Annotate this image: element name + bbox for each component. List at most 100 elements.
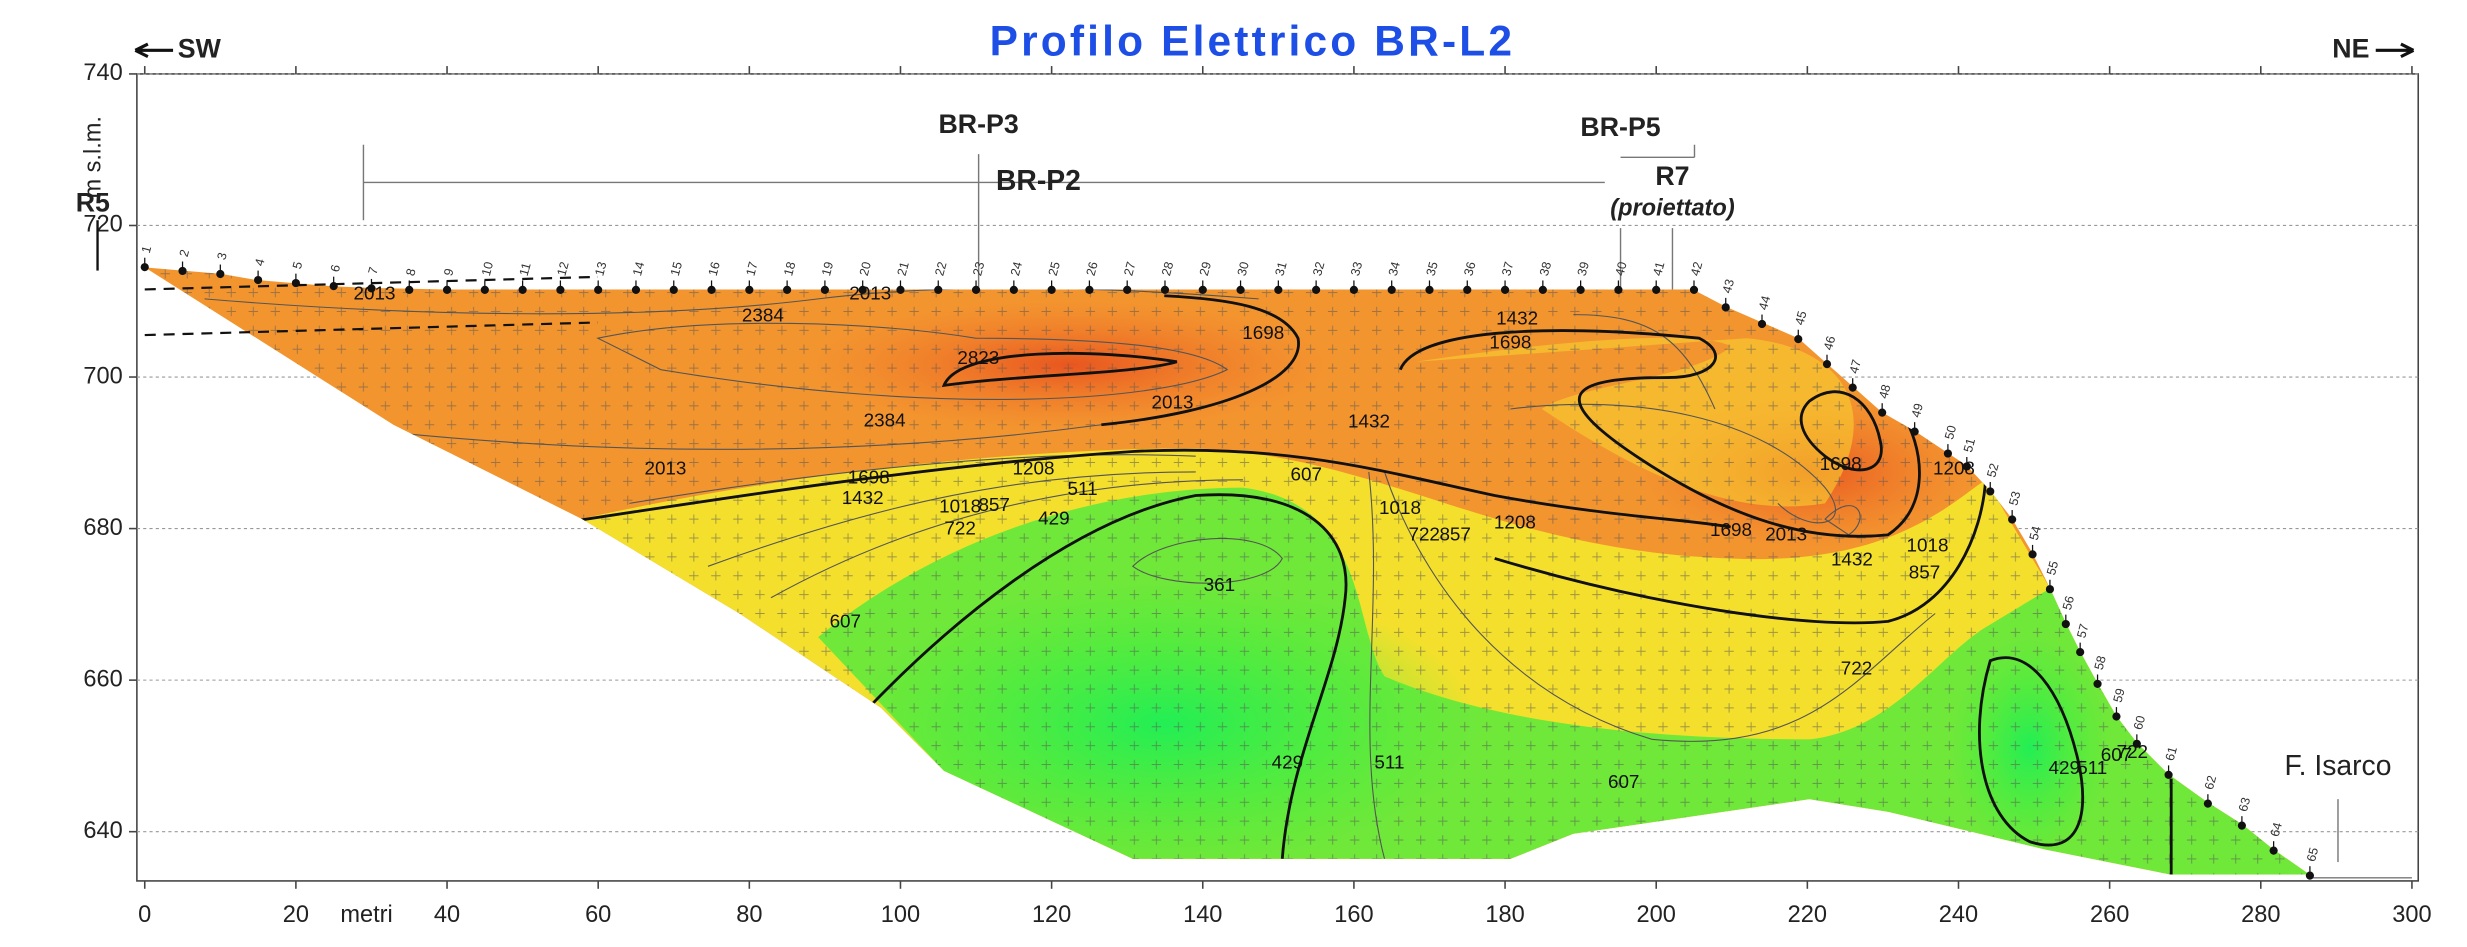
electrode-label: 5 (290, 260, 305, 270)
contour-label: 429 (1272, 751, 1303, 772)
electrode (1943, 449, 1953, 458)
electrode-label: 6 (328, 263, 343, 273)
electrode-label: 40 (1613, 260, 1630, 277)
electrode (254, 275, 263, 285)
electrode (1312, 285, 1321, 294)
contour-label: 1432 (842, 487, 884, 508)
contour-label: 607 (1291, 464, 1322, 485)
electrode-label: 38 (1537, 260, 1554, 277)
electrode (971, 285, 981, 294)
contour-label: 511 (1374, 751, 1404, 772)
electrode (329, 282, 338, 291)
contour-label: 2384 (742, 304, 784, 325)
electrode (518, 285, 527, 294)
x-tick-label: 280 (2241, 901, 2280, 927)
contour-label: 722 (1408, 523, 1439, 544)
borehole-label: BR-P2 (996, 164, 1081, 196)
x-tick-label: 160 (1334, 901, 1373, 927)
electrode (2028, 550, 2037, 559)
electrode (1910, 427, 1919, 436)
contour-label: 1432 (1496, 307, 1538, 328)
electrode-label: 51 (1961, 437, 1978, 454)
river-label: F. Isarco (2285, 749, 2392, 781)
electrode-label: 33 (1348, 260, 1365, 277)
electrode-label: 3 (214, 251, 229, 261)
electrode-label: 17 (743, 260, 760, 277)
electrode (442, 285, 452, 294)
contour-label: 1698 (1710, 519, 1752, 540)
contour-label: 1208 (1012, 457, 1054, 478)
contour-label: 1432 (1831, 548, 1873, 569)
contour-label: 722 (1841, 658, 1872, 679)
electrode (1822, 360, 1832, 369)
electrode-label: 30 (1235, 260, 1252, 277)
electrode-label: 44 (1756, 294, 1773, 311)
electrode (2132, 739, 2141, 748)
electrode-label: 12 (555, 260, 572, 277)
electrode (405, 285, 414, 294)
contour-label: 2013 (644, 457, 686, 478)
electrode (480, 285, 489, 294)
contour-label: 511 (2077, 757, 2107, 778)
x-tick-label: 180 (1485, 901, 1524, 927)
electrode-label: 14 (630, 260, 647, 277)
electrode (1009, 285, 1018, 294)
electrode (1538, 285, 1547, 294)
contour-label: 607 (2101, 744, 2132, 765)
electrode-label: 41 (1650, 260, 1667, 277)
borehole-note: (proiettato) (1610, 194, 1735, 220)
contour-label: 429 (1038, 507, 1069, 528)
electrode (1274, 285, 1283, 294)
electrode (2164, 770, 2173, 779)
electrode-label: 57 (2074, 622, 2091, 639)
electrode (291, 278, 300, 288)
electrode (707, 285, 716, 294)
electrode-label: 48 (1876, 383, 1893, 400)
electrode-label: 64 (2268, 821, 2285, 838)
electrode (820, 285, 829, 294)
electrode-label: 35 (1424, 260, 1441, 277)
y-tick-label: 740 (83, 59, 122, 85)
electrode (1047, 285, 1056, 294)
electrode (1236, 285, 1245, 294)
electrode-label: 1 (139, 244, 154, 254)
contours-thin (204, 287, 1936, 860)
contour-label: 2013 (354, 282, 396, 303)
contour-label: 429 (2049, 757, 2080, 778)
contour-label: 1208 (1494, 511, 1536, 532)
electrode (1349, 285, 1359, 294)
borehole-lines (362, 144, 2412, 879)
electrode-label: 46 (1821, 334, 1838, 351)
contour-label: 1432 (1348, 410, 1390, 431)
electrode (1962, 462, 1971, 471)
arrow-sw (134, 42, 174, 59)
contour-label: 1208 (1933, 457, 1975, 478)
electrode-label: 20 (857, 260, 874, 277)
electrode-label: 58 (2092, 654, 2109, 671)
electrode-label: 23 (970, 260, 987, 277)
x-axis-label: metri (340, 901, 392, 927)
electrode-label: 15 (668, 260, 685, 277)
contour-label: 857 (1439, 523, 1470, 544)
contour-label: 2013 (1765, 523, 1807, 544)
contour-label: 1018 (939, 495, 981, 516)
contour-label: 607 (830, 611, 861, 632)
x-tick-label: 0 (138, 901, 151, 927)
electrode-label: 10 (479, 260, 496, 277)
electrode (2305, 871, 2315, 880)
electrode-label: 2 (177, 248, 192, 258)
electrode (2237, 821, 2246, 830)
electrode-label: 62 (2202, 774, 2219, 791)
borehole-label: BR-P3 (939, 109, 1019, 139)
electrode-label: 37 (1499, 260, 1516, 277)
electrode-label: 21 (895, 260, 912, 277)
electrode-label: 47 (1847, 358, 1864, 375)
electrode (2076, 648, 2085, 657)
electrode-label: 24 (1008, 260, 1025, 277)
electrode-label: 53 (2006, 490, 2023, 507)
electrode (178, 266, 187, 276)
electrode (1721, 303, 1730, 312)
electrode-label: 49 (1909, 402, 1926, 419)
electrode-label: 56 (2060, 594, 2077, 611)
